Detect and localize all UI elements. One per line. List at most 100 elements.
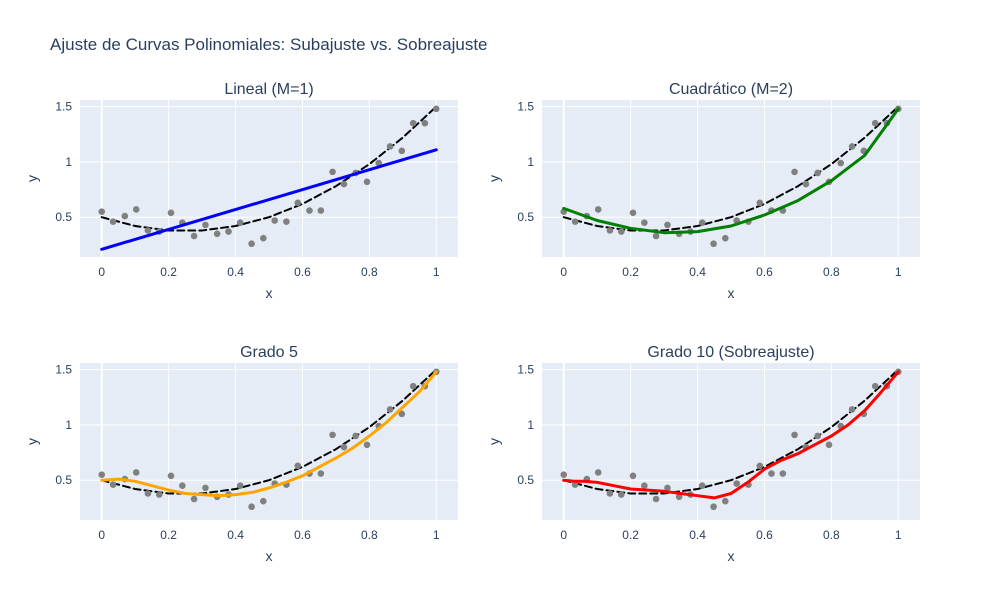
x-tick-label: 0.8	[361, 528, 378, 542]
data-point	[306, 207, 313, 214]
data-point	[652, 232, 660, 240]
data-point	[190, 232, 198, 240]
subplot-grid: 0 0.2 0.4 0.6 0.8 1 0.5 1 1.5 Lineal (M=1) x y 0 0.2 0…	[24, 81, 920, 564]
data-point	[629, 472, 637, 480]
data-point	[871, 382, 879, 390]
data-point	[871, 119, 879, 127]
data-point	[109, 481, 117, 488]
x-tick-label: 0.2	[622, 265, 639, 279]
x-tick-label: 0.2	[622, 528, 639, 542]
data-point	[248, 240, 255, 248]
data-point	[698, 219, 706, 227]
data-point	[398, 410, 406, 418]
x-tick-label: 0.6	[294, 265, 311, 279]
y-tick-label: 1	[527, 155, 534, 169]
data-point	[248, 503, 255, 511]
data-point	[837, 159, 845, 167]
x-tick-label: 1	[895, 265, 902, 279]
data-point	[260, 234, 267, 242]
data-point	[409, 382, 417, 390]
data-point	[710, 240, 717, 248]
x-tick-label: 0.8	[823, 528, 840, 542]
data-point	[294, 199, 302, 207]
x-tick-label: 0	[560, 528, 567, 542]
data-point	[260, 497, 267, 505]
subplot-3: 0 0.2 0.4 0.6 0.8 1 0.5 1 1.5 Grado 5 x y	[24, 344, 458, 564]
figure-title: Ajuste de Curvas Polinomiales: Subajuste…	[50, 35, 488, 54]
data-point	[652, 495, 660, 503]
data-point	[733, 480, 740, 487]
data-point	[814, 432, 821, 440]
data-point	[317, 207, 325, 214]
data-point	[617, 228, 625, 235]
data-point	[98, 208, 106, 215]
fitted-curve	[100, 148, 438, 251]
subplot-2: 0 0.2 0.4 0.6 0.8 1 0.5 1 1.5 Cuadrático (M=2) x y	[486, 81, 920, 301]
data-point	[386, 406, 394, 413]
x-tick-label: 1	[433, 265, 440, 279]
data-point	[571, 218, 579, 225]
data-point	[386, 143, 394, 150]
x-tick-label: 0.8	[361, 265, 378, 279]
x-tick-label: 0	[560, 265, 567, 279]
data-point	[225, 228, 232, 235]
data-point	[722, 234, 729, 242]
subplot-title: Grado 10 (Sobreajuste)	[647, 344, 814, 361]
data-point	[375, 159, 383, 167]
data-point	[779, 470, 787, 477]
series-layer	[98, 368, 440, 511]
data-point	[698, 482, 706, 490]
y-axis-label: y	[486, 438, 502, 445]
data-point	[594, 469, 602, 476]
data-point	[271, 217, 278, 224]
data-point	[710, 503, 717, 511]
data-point	[571, 481, 579, 488]
x-axis-label: x	[728, 285, 735, 301]
x-tick-label: 0.6	[294, 528, 311, 542]
data-point	[179, 482, 186, 490]
series-layer	[560, 105, 902, 248]
y-tick-label: 1.5	[55, 363, 72, 377]
y-axis-label: y	[24, 175, 40, 182]
x-tick-label: 0.2	[160, 528, 177, 542]
data-point	[202, 221, 209, 229]
data-point	[664, 221, 671, 229]
plot-area	[80, 363, 458, 520]
data-point	[236, 482, 244, 490]
plot-area	[542, 100, 920, 257]
data-point	[121, 212, 129, 220]
data-point	[629, 209, 637, 217]
y-tick-label: 1.5	[55, 100, 72, 114]
x-axis-label: x	[266, 285, 273, 301]
data-point	[236, 219, 244, 227]
x-tick-label: 0.6	[756, 528, 773, 542]
series-layer	[98, 105, 440, 251]
data-point	[432, 105, 440, 113]
data-point	[340, 443, 348, 451]
data-point	[617, 491, 625, 498]
data-point	[606, 490, 614, 497]
x-axis-label: x	[728, 548, 735, 564]
subplot-1: 0 0.2 0.4 0.6 0.8 1 0.5 1 1.5 Lineal (M=1) x y	[24, 81, 458, 301]
series-layer	[560, 368, 902, 511]
data-point	[791, 431, 798, 439]
y-tick-label: 1	[65, 155, 72, 169]
data-point	[144, 227, 152, 234]
x-tick-label: 0.6	[756, 265, 773, 279]
data-point	[155, 491, 163, 498]
x-tick-label: 0.4	[227, 265, 244, 279]
y-tick-label: 0.5	[517, 473, 534, 487]
x-tick-label: 0.4	[689, 528, 706, 542]
x-tick-label: 0.4	[689, 265, 706, 279]
subplot-title: Lineal (M=1)	[224, 81, 313, 98]
data-point	[98, 471, 106, 478]
subplot-title: Cuadrático (M=2)	[669, 81, 793, 98]
data-point	[213, 230, 221, 238]
data-point	[814, 169, 821, 177]
y-tick-label: 0.5	[517, 210, 534, 224]
data-point	[363, 178, 371, 186]
data-point	[329, 431, 336, 439]
data-point	[756, 199, 764, 207]
fitted-curve	[562, 370, 900, 500]
